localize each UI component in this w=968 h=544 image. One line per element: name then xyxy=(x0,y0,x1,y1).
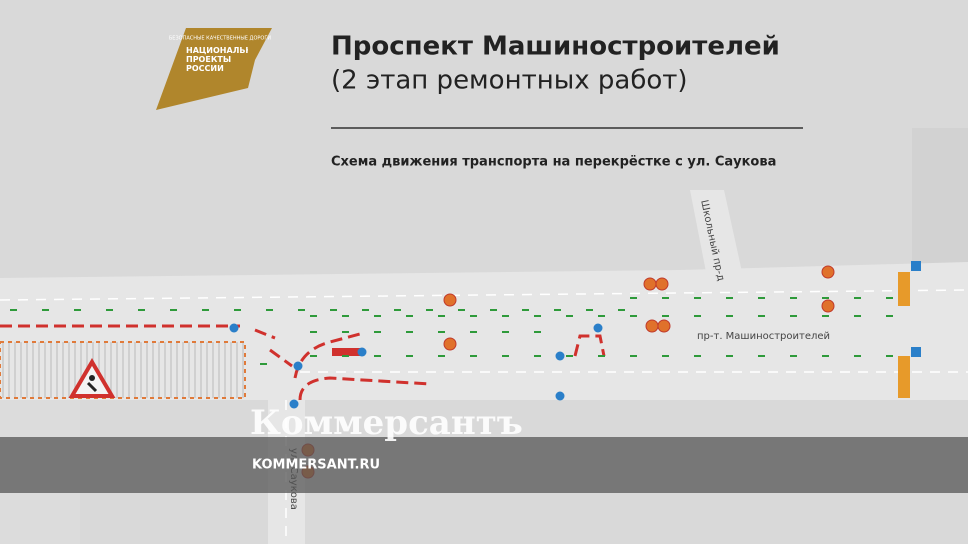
watermark-url: KOMMERSANT.RU xyxy=(252,458,380,473)
sign xyxy=(229,323,239,333)
subtitle: (2 этап ремонтных работ) xyxy=(331,66,688,96)
sign xyxy=(443,293,457,307)
sign xyxy=(357,347,367,357)
sign xyxy=(443,337,457,351)
caption: Схема движения транспорта на перекрёстке… xyxy=(331,155,776,170)
title: Проспект Машиностроителей xyxy=(331,32,780,62)
watermark-band xyxy=(0,437,968,493)
work-sign xyxy=(68,358,116,398)
sign xyxy=(911,261,921,271)
sign xyxy=(555,391,565,401)
barrier xyxy=(332,348,360,356)
building xyxy=(912,128,968,270)
sign xyxy=(293,361,303,371)
work-zone-border xyxy=(0,341,246,399)
watermark-brand: Коммерсантъ xyxy=(250,403,523,443)
logo-small-text: БЕЗОПАСНЫЕ КАЧЕСТВЕННЫЕ ДОРОГИ xyxy=(169,36,272,42)
logo-text-box: НАЦИОНАЛЬНЫЕ ПРОЕКТЫ РОССИИ xyxy=(186,46,248,73)
sign xyxy=(821,299,835,313)
sign xyxy=(655,277,669,291)
sign xyxy=(657,319,671,333)
street-label: пр-т. Машиностроителей xyxy=(697,331,830,342)
crossings xyxy=(898,272,910,398)
sign xyxy=(911,347,921,357)
sign xyxy=(645,319,659,333)
sign xyxy=(289,399,299,409)
side-road xyxy=(690,190,742,272)
logo-main-text: НАЦИОНАЛЬНЫЕ ПРОЕКТЫ РОССИИ xyxy=(186,46,248,73)
logo: БЕЗОПАСНЫЕ КАЧЕСТВЕННЫЕ ДОРОГИ НАЦИОНАЛЬ… xyxy=(156,28,272,110)
sign xyxy=(593,323,603,333)
fences xyxy=(0,324,606,401)
sign xyxy=(643,277,657,291)
sign xyxy=(555,351,565,361)
sign xyxy=(821,265,835,279)
traffic-arrows xyxy=(10,297,893,365)
work-zone xyxy=(0,342,245,398)
